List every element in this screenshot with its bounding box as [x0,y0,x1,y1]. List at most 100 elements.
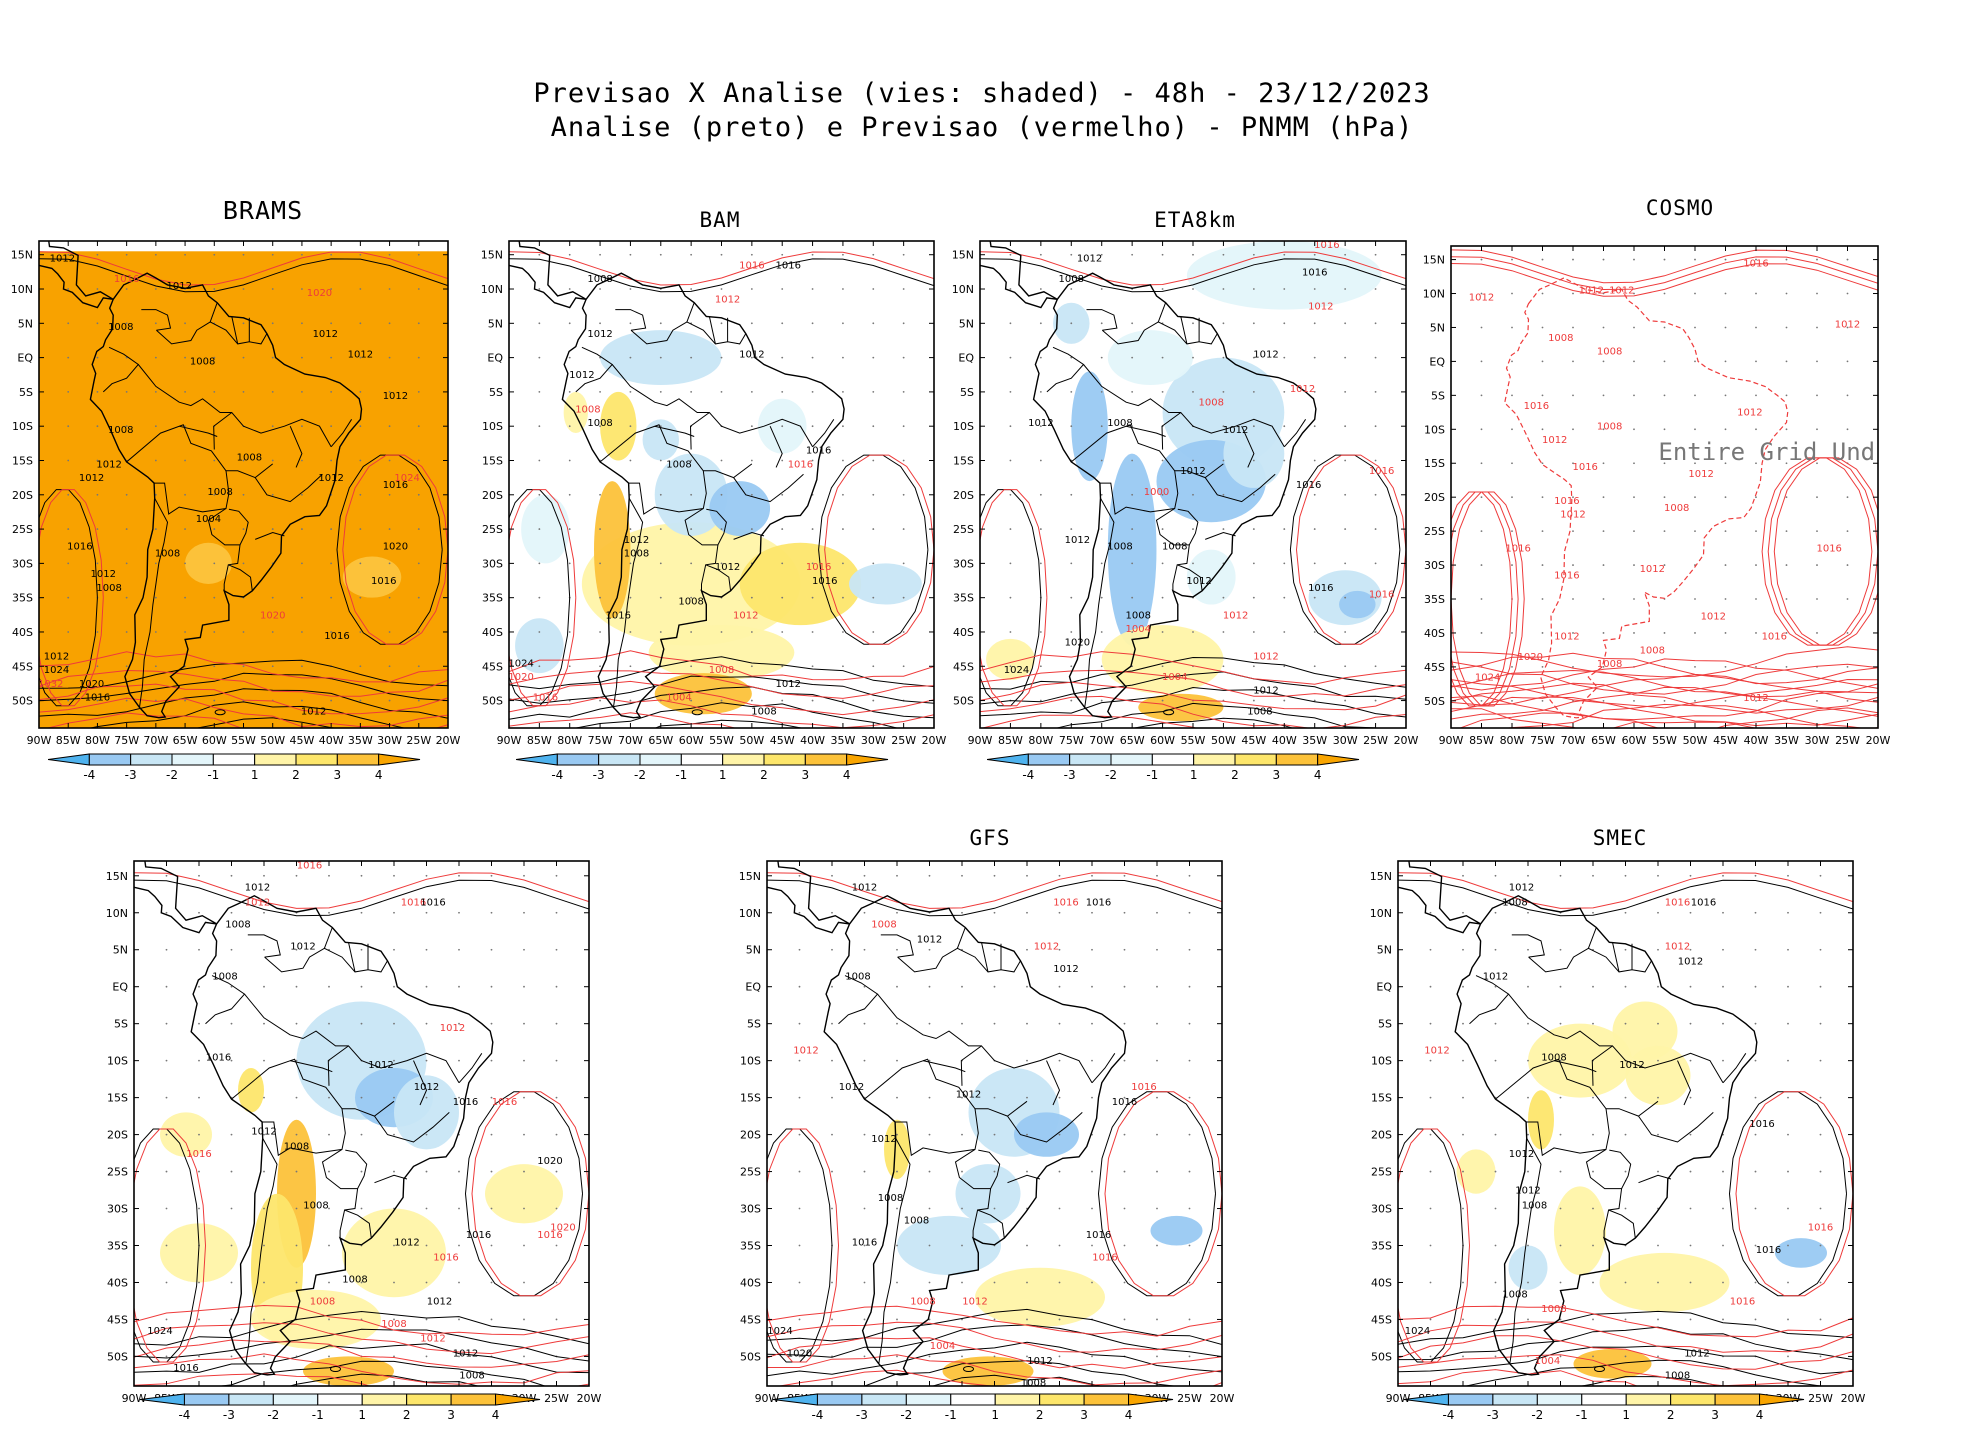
grid-point [1785,530,1788,533]
grid-point [1657,1022,1659,1025]
isobar-label: 1008 [1247,706,1272,717]
lon-tick-label: 35W [1302,734,1327,747]
country-border [1007,1174,1041,1184]
grid-point [1785,666,1788,668]
grid-point [863,1355,866,1358]
grid-point [568,562,571,565]
lat-tick-label: 5S [960,386,974,399]
grid-point [538,356,541,359]
grid-point [1787,911,1789,914]
grid-point [271,391,274,393]
grid-point [993,985,996,988]
bias-shading [955,1164,1021,1224]
country-border [209,302,218,323]
colorbar-label: 2 [1231,768,1239,782]
isobar-label: 1016 [466,1230,491,1241]
lon-tick-label: 25W [544,1392,569,1405]
grid-point [360,985,363,988]
grid-point [1344,665,1347,668]
grid-point [1663,564,1666,566]
grid-point [1592,874,1594,877]
grid-point [1694,598,1696,600]
grid-point [902,288,905,290]
grid-point [961,1355,963,1358]
analysis-isobar [1578,1376,1721,1386]
grid-point [690,391,693,393]
grid-point [1602,530,1605,533]
grid-point [750,596,753,599]
colorbar-bam: -4 -3 -2 -1 1 2 3 4 [515,750,898,790]
grid-point [1344,356,1347,359]
grid-point [263,874,265,877]
lon-tick-label: 45W [1241,734,1266,747]
isobar-label: 1012 [1253,651,1278,662]
colorbar-label: 4 [1756,1408,1764,1422]
country-border [1084,497,1115,708]
isobar-label: 1012 [1186,576,1211,587]
grid-point [330,699,333,702]
grid-point [896,911,898,914]
grid-point [523,948,525,951]
forecast-isobar [980,251,1406,286]
isobar-label: 1016 [1554,496,1579,507]
lon-tick-label: 20W [1866,734,1891,747]
grid-point [720,493,723,496]
lat-tick-label: 30S [482,557,503,570]
grid-point [490,911,493,914]
isobar-label: 1012 [715,295,740,306]
grid-point [490,1318,493,1321]
colorbar-swatch [1193,753,1236,766]
grid-point [263,911,265,914]
country-border [1125,425,1166,437]
analysis-isobar [931,1374,1103,1386]
country-border [1086,309,1118,331]
country-border [323,927,333,949]
grid-point [1527,948,1529,951]
coastline-south-america [89,272,363,719]
country-border [1495,1058,1610,1157]
bias-shading [39,251,448,728]
colorbar-label: 3 [1273,768,1281,782]
grid-point [1039,459,1042,462]
lon-tick-label: 65W [648,734,673,747]
grid-point [1009,356,1012,359]
grid-point [1462,1281,1464,1284]
grid-point [1787,1318,1789,1321]
grid-point [1633,326,1635,329]
forecast-isobar [1767,457,1878,646]
grid-point [629,288,632,290]
grid-point [184,425,186,428]
isobar-label: 1016 [1112,1097,1137,1108]
isobar-label: 1016 [533,693,558,704]
grid-point [328,1022,330,1025]
grid-point [538,459,541,462]
grid-point [1541,428,1544,431]
grid-point [1131,631,1134,633]
grid-point [125,665,128,668]
grid-point [1787,1096,1789,1099]
grid-point [263,1355,265,1358]
colorbar-swatch [254,753,297,766]
grid-point [242,493,245,496]
grid-point [1070,253,1073,256]
grid-point [1755,564,1757,566]
grid-point [896,1133,898,1136]
bias-shading [342,556,402,598]
isobar-label: 1012 [1509,883,1534,894]
grid-point [458,1170,460,1173]
grid-point [599,596,601,599]
analysis-isobar [134,879,589,917]
grid-point [393,874,395,877]
grid-point [1559,1170,1562,1173]
isobar-label: 1008 [1597,347,1622,358]
panel-title-eta8km: ETA8km [1154,208,1236,232]
grid-point [781,699,784,702]
colorbar-swatch [1151,753,1195,766]
country-border [141,309,172,331]
grid-point [1541,462,1544,465]
colorbar-label: 2 [403,1408,411,1422]
grid-point [811,459,814,462]
grid-point [1188,985,1191,988]
grid-point [328,1170,330,1173]
grid-point [213,699,216,702]
